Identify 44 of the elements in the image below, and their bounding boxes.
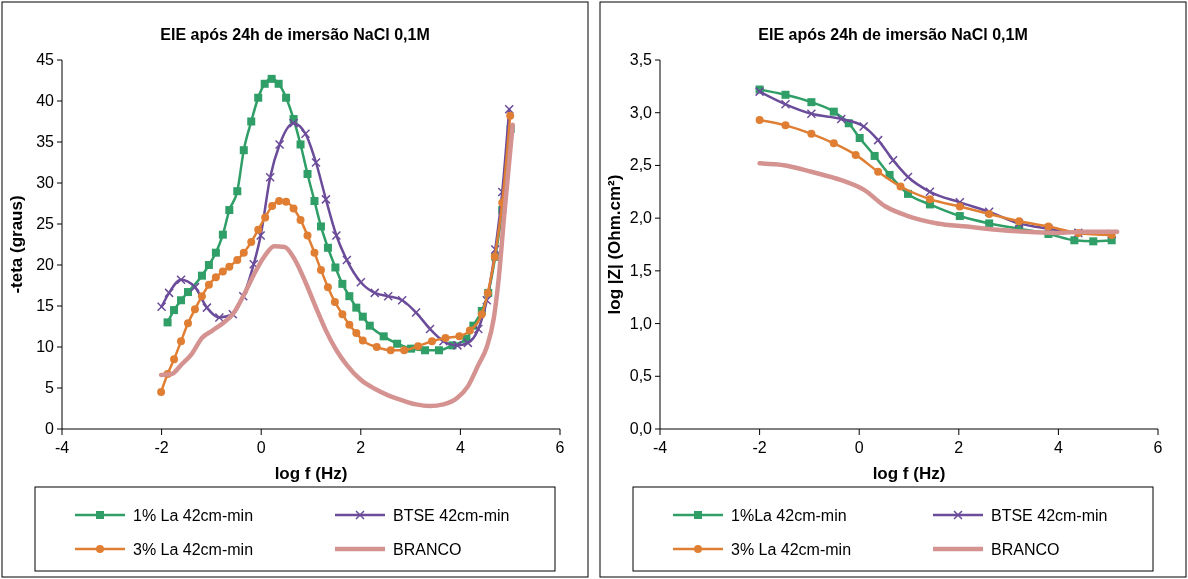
x-tick-label: 0 bbox=[854, 439, 864, 456]
y-axis-title: -teta (graus) bbox=[7, 195, 26, 294]
legend-label: BRANCO bbox=[393, 541, 462, 558]
legend-label: BTSE 42cm-min bbox=[393, 507, 510, 524]
y-tick-label: 0,0 bbox=[629, 420, 653, 437]
x-tick-label: 6 bbox=[1153, 439, 1163, 456]
chart-title: EIE após 24h de imersão NaCl 0,1M bbox=[758, 26, 1028, 43]
y-tick-label: 45 bbox=[36, 51, 55, 68]
x-tick-label: -4 bbox=[54, 439, 70, 456]
x-tick-label: -2 bbox=[752, 439, 767, 456]
y-tick-label: 20 bbox=[36, 256, 55, 273]
y-tick-label: 2,5 bbox=[629, 156, 653, 174]
y-tick-label: 25 bbox=[36, 215, 55, 232]
x-tick-label: 4 bbox=[1053, 439, 1063, 456]
y-tick-label: 1,5 bbox=[629, 261, 653, 279]
x-tick-label: 0 bbox=[256, 439, 266, 456]
x-axis-title: log f (Hz) bbox=[274, 464, 348, 483]
legend-label: 1%La 42cm-min bbox=[731, 507, 847, 524]
y-tick-label: 30 bbox=[36, 174, 55, 191]
y-tick-label: 0,5 bbox=[629, 367, 653, 385]
y-tick-label: 3,5 bbox=[629, 51, 653, 68]
legend-label: BTSE 42cm-min bbox=[991, 507, 1108, 524]
y-tick-label: 2,0 bbox=[629, 209, 653, 227]
x-tick-label: -2 bbox=[154, 439, 169, 456]
legend-label: 1% La 42cm-min bbox=[133, 507, 254, 524]
y-tick-label: 15 bbox=[36, 297, 55, 314]
x-tick-label: 4 bbox=[455, 439, 465, 456]
y-tick-label: 35 bbox=[36, 133, 55, 150]
y-tick-label: 40 bbox=[36, 92, 55, 109]
y-tick-label: 3,0 bbox=[629, 103, 653, 121]
x-tick-label: 2 bbox=[356, 439, 366, 456]
y-tick-label: 1,0 bbox=[629, 314, 653, 332]
x-tick-label: 6 bbox=[555, 439, 565, 456]
y-tick-label: 10 bbox=[36, 338, 55, 355]
x-tick-label: 2 bbox=[954, 439, 964, 456]
chart-title: EIE após 24h de imersão NaCl 0,1M bbox=[160, 26, 430, 43]
y-tick-label: 0 bbox=[45, 420, 55, 437]
legend-label: 3% La 42cm-min bbox=[731, 541, 852, 558]
x-axis-title: log f (Hz) bbox=[872, 464, 946, 483]
legend-label: 3% La 42cm-min bbox=[133, 541, 254, 558]
y-axis-title: log |Z| (Ohm.cm²) bbox=[605, 174, 624, 315]
x-tick-label: -4 bbox=[652, 439, 668, 456]
legend-label: BRANCO bbox=[991, 541, 1060, 558]
y-tick-label: 5 bbox=[45, 379, 55, 396]
